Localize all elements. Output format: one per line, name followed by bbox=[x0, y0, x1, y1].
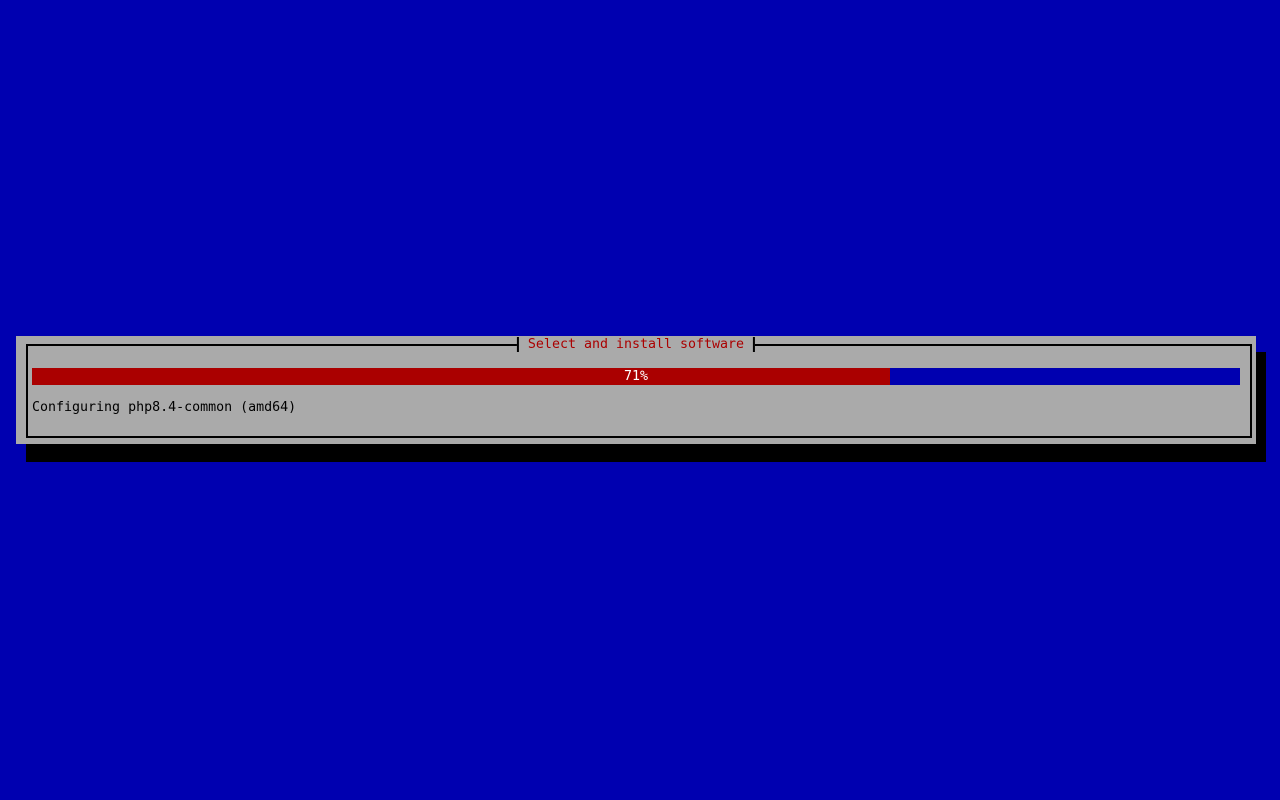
dialog: Select and install software 71% Configur… bbox=[16, 336, 1256, 444]
status-text: Configuring php8.4-common (amd64) bbox=[32, 400, 297, 415]
progress-fill bbox=[32, 368, 890, 385]
progress-bar: 71% bbox=[32, 368, 1240, 385]
progress-label: 71% bbox=[623, 369, 649, 384]
dialog-title: Select and install software bbox=[516, 337, 756, 352]
dialog-border bbox=[26, 344, 1252, 438]
